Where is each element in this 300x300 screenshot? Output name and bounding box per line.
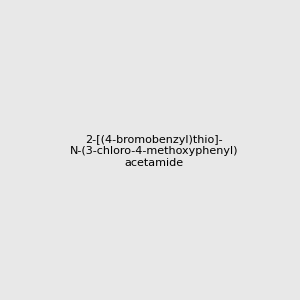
- Text: 2-[(4-bromobenzyl)thio]-
N-(3-chloro-4-methoxyphenyl)
acetamide: 2-[(4-bromobenzyl)thio]- N-(3-chloro-4-m…: [70, 135, 238, 168]
